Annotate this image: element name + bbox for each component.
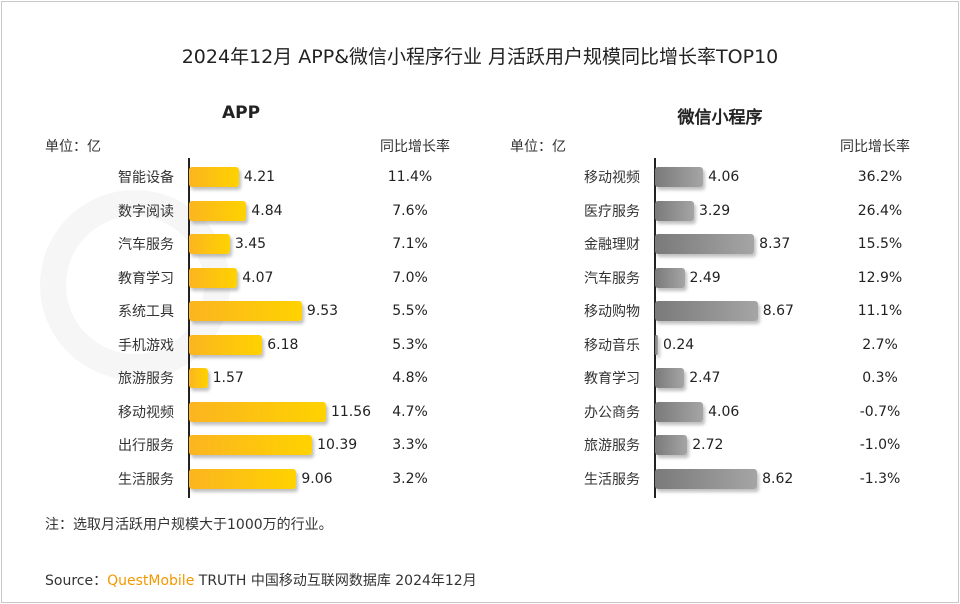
mini-category-label: 医疗服务 — [584, 203, 640, 220]
app-value-label: 9.53 — [306, 303, 339, 320]
mini-value-label: 2.47 — [689, 370, 721, 387]
app-category-label: 出行服务 — [118, 438, 174, 455]
mini-growth-label: 2.7% — [862, 336, 898, 353]
mini-value-label: 0.24 — [663, 336, 695, 353]
app-unit-label: 单位：亿 — [45, 139, 101, 155]
mini-bar — [655, 334, 658, 355]
mini-axis — [654, 158, 656, 498]
mini-growth-label: 36.2% — [857, 169, 903, 185]
app-value-label: 10.39 — [317, 437, 358, 454]
mini-bar — [655, 267, 685, 288]
mini-value-label: 3.29 — [698, 202, 731, 219]
mini-unit-label: 单位：亿 — [510, 139, 566, 155]
app-bar — [189, 167, 239, 187]
source-text: TRUTH 中国移动互联网数据库 2024年12月 — [194, 573, 477, 589]
mini-value-label: 8.62 — [762, 470, 794, 487]
mini-bar — [655, 301, 758, 322]
app-growth-label: 4.7% — [392, 403, 428, 420]
mini-bar — [655, 200, 694, 221]
mini-category-label: 移动购物 — [584, 304, 640, 321]
mini-category-label: 移动音乐 — [584, 337, 640, 354]
app-growth-label: 7.0% — [392, 269, 428, 286]
app-growth-label: 3.2% — [392, 470, 428, 487]
mini-value-label: 4.06 — [708, 169, 740, 185]
app-growth-label: 5.3% — [392, 336, 428, 353]
app-chart-title: APP — [221, 103, 261, 123]
mini-value-label: 4.06 — [708, 403, 740, 420]
app-category-label: 教育学习 — [118, 270, 174, 287]
footnote: 注：选取月活跃用户规模大于1000万的行业。 — [45, 517, 333, 533]
app-growth-header: 同比增长率 — [380, 139, 450, 155]
mini-bar — [655, 368, 685, 389]
app-growth-label: 5.5% — [392, 303, 428, 320]
app-bar — [189, 200, 247, 221]
mini-category-label: 旅游服务 — [584, 438, 640, 455]
mini-bar — [655, 435, 688, 456]
mini-category-label: 汽车服务 — [584, 270, 640, 287]
mini-growth-label: 26.4% — [857, 202, 903, 219]
app-value-label: 9.06 — [301, 470, 333, 487]
app-value-label: 4.07 — [242, 269, 274, 286]
app-bar — [189, 334, 263, 355]
app-category-label: 移动视频 — [118, 404, 174, 421]
app-bar — [189, 368, 208, 389]
mini-bar — [655, 167, 704, 187]
chart-title: 2024年12月 APP&微信小程序行业 月活跃用户规模同比增长率TOP10 — [181, 46, 779, 68]
mini-chart-title: 微信小程序 — [677, 108, 763, 128]
app-category-label: 智能设备 — [118, 170, 174, 186]
app-value-label: 3.45 — [234, 236, 267, 253]
app-bar — [189, 234, 230, 255]
source-prefix: Source： — [45, 573, 108, 589]
mini-category-label: 金融理财 — [584, 237, 640, 254]
mini-growth-label: -0.7% — [859, 403, 901, 420]
app-axis — [188, 158, 190, 498]
app-category-label: 数字阅读 — [118, 203, 174, 220]
mini-bar — [655, 234, 755, 255]
app-growth-label: 7.6% — [392, 202, 428, 219]
mini-value-label: 2.72 — [692, 437, 724, 454]
app-value-label: 11.56 — [330, 403, 372, 420]
mini-category-label: 教育学习 — [584, 371, 640, 388]
source-brand: QuestMobile — [107, 573, 195, 589]
app-value-label: 6.18 — [267, 336, 299, 353]
mini-value-label: 8.37 — [759, 236, 791, 253]
mini-bar — [655, 401, 704, 422]
app-bar — [189, 468, 297, 489]
app-category-label: 汽车服务 — [118, 237, 174, 254]
app-category-label: 旅游服务 — [118, 371, 174, 388]
mini-growth-label: -1.0% — [859, 437, 901, 454]
mini-value-label: 8.67 — [762, 303, 794, 320]
mini-growth-label: 15.5% — [857, 236, 903, 253]
app-category-label: 生活服务 — [118, 471, 174, 488]
app-growth-label: 7.1% — [392, 236, 428, 253]
app-category-label: 手机游戏 — [118, 337, 174, 354]
app-bar — [189, 267, 238, 288]
mini-category-label: 移动视频 — [584, 170, 640, 186]
app-value-label: 4.84 — [251, 202, 283, 219]
mini-growth-label: -1.3% — [859, 470, 901, 487]
app-growth-label: 4.8% — [392, 370, 428, 387]
app-bar — [189, 301, 302, 322]
mini-category-label: 办公商务 — [584, 404, 640, 421]
mini-growth-header: 同比增长率 — [840, 139, 910, 155]
app-growth-label: 11.4% — [387, 169, 433, 185]
mini-growth-label: 11.1% — [857, 303, 903, 320]
mini-growth-label: 12.9% — [857, 269, 903, 286]
mini-bar — [655, 468, 758, 489]
mini-growth-label: 0.3% — [862, 370, 898, 387]
source-line: Source：QuestMobile TRUTH 中国移动互联网数据库 2024… — [45, 570, 477, 590]
app-value-label: 4.21 — [243, 169, 276, 185]
app-category-label: 系统工具 — [118, 304, 174, 321]
app-bar — [189, 401, 326, 422]
app-bar — [189, 435, 313, 456]
app-value-label: 1.57 — [212, 370, 244, 387]
mini-value-label: 2.49 — [689, 269, 721, 286]
mini-category-label: 生活服务 — [584, 471, 640, 488]
app-growth-label: 3.3% — [392, 437, 428, 454]
